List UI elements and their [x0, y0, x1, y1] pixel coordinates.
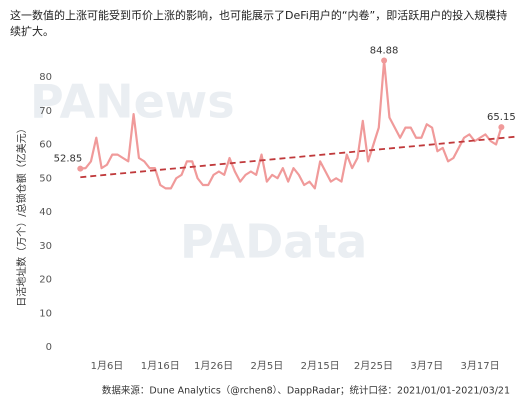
point: [77, 165, 84, 172]
watermark: PAData: [180, 215, 367, 269]
x-tick-label: 2月25日: [354, 360, 393, 372]
y-tick-label: 70: [39, 106, 52, 117]
data-label: 84.88: [370, 46, 399, 57]
y-tick-label: 50: [39, 173, 52, 184]
y-tick-label: 30: [39, 241, 52, 252]
y-tick-label: 10: [39, 308, 52, 319]
y-tick-label: 0: [46, 342, 52, 353]
line: [80, 59, 503, 190]
y-tick-label: 20: [39, 275, 52, 286]
x-tick-label: 1月16日: [141, 360, 180, 372]
data-label: 65.15: [487, 112, 516, 123]
x-tick-label: 2月5日: [250, 360, 283, 372]
source: 数据来源：Dune Analytics（@rchen8）、DappRadar；统…: [102, 385, 510, 397]
x-tick-label: 3月7日: [410, 360, 443, 372]
y-axis-label: 日活地址数（万个）/总锁仓额（亿美元）: [15, 123, 28, 306]
y-tick-label: 40: [39, 207, 52, 218]
trend-line: [80, 135, 516, 179]
x-tick-label: 2月15日: [301, 360, 340, 372]
point: [498, 124, 505, 131]
x-tick-label: 1月26日: [194, 360, 233, 372]
point: [381, 57, 388, 64]
y-tick-label: 60: [39, 140, 52, 151]
x-tick-label: 1月6日: [91, 360, 124, 372]
x-tick-label: 3月17日: [461, 360, 500, 372]
y-tick-label: 80: [39, 72, 52, 83]
subtitle: 这一数值的上涨可能受到币价上涨的影响，也可能展示了DeFi用户的“内卷”，即活跃…: [10, 9, 508, 38]
data-label: 52.85: [54, 154, 83, 165]
